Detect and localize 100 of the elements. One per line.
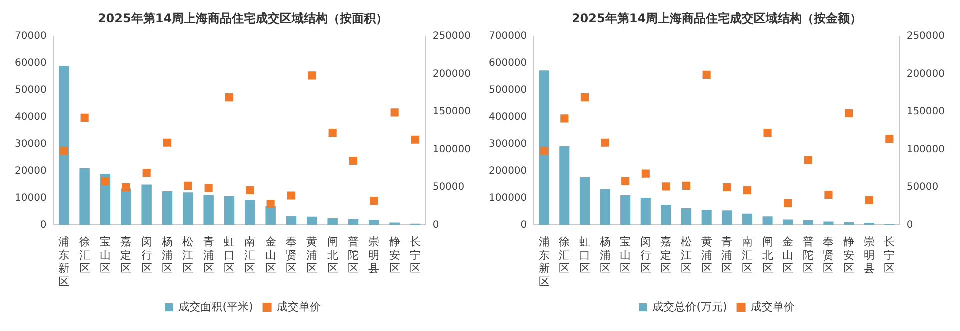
bar <box>328 218 338 226</box>
point <box>225 94 234 102</box>
bar <box>369 220 380 226</box>
x-tick-label: 长宁区 <box>884 236 896 276</box>
point <box>184 182 192 190</box>
y-tick-label: 0 <box>40 220 47 231</box>
x-tick-label: 浦东新区 <box>58 236 70 288</box>
x-tick-label: 闵行区 <box>141 236 152 276</box>
point <box>328 129 337 138</box>
x-tick-label: 崇明县 <box>864 236 875 276</box>
bar <box>266 206 276 226</box>
x-tick-label: 静安区 <box>389 236 400 276</box>
y2-tick-label: 150000 <box>432 106 472 118</box>
point <box>204 184 213 192</box>
bar <box>80 168 90 226</box>
x-tick-label: 虹口区 <box>224 236 235 276</box>
x-tick-label: 崇明县 <box>368 236 380 276</box>
point <box>560 114 569 123</box>
y-tick-label: 300000 <box>488 138 528 150</box>
y-tick-label: 40000 <box>15 112 47 123</box>
y-tick-label: 50000 <box>15 84 47 96</box>
point <box>60 147 68 156</box>
point <box>122 183 130 192</box>
y2-tick-label: 50000 <box>906 182 939 194</box>
bar <box>742 214 752 226</box>
x-tick-label: 奉贤区 <box>823 236 834 276</box>
point <box>246 186 254 194</box>
bar <box>762 216 773 226</box>
bar <box>183 192 194 226</box>
x-tick-label: 普陀区 <box>802 236 814 276</box>
x-tick-label: 徐汇区 <box>79 236 90 276</box>
y2-tick-label: 50000 <box>432 182 465 194</box>
bar <box>59 66 70 226</box>
point <box>642 170 650 178</box>
y-tick-label: 400000 <box>488 112 528 123</box>
x-tick-label: 黄浦区 <box>306 236 318 276</box>
point <box>287 192 296 200</box>
x-tick-label: 徐汇区 <box>559 236 570 276</box>
x-tick-label: 南汇区 <box>742 236 753 276</box>
x-tick-label: 闵行区 <box>640 236 652 276</box>
x-tick-label: 宝山区 <box>620 236 632 276</box>
y2-tick-label: 150000 <box>906 106 946 118</box>
bar <box>682 208 692 226</box>
bar <box>204 195 214 226</box>
x-tick-label: 金山区 <box>265 236 276 276</box>
bar <box>286 216 297 226</box>
point <box>349 156 358 166</box>
bar <box>783 220 794 226</box>
point <box>580 94 589 102</box>
y-tick-label: 70000 <box>15 30 47 42</box>
y2-tick-label: 100000 <box>906 144 946 156</box>
bar <box>162 191 173 226</box>
y-tick-label: 20000 <box>15 166 47 177</box>
point <box>266 200 275 208</box>
chart-title: 2025年第14周上海商品住宅成交区域结构（按金额） <box>572 11 862 26</box>
legend-label: 成交面积(平米) <box>178 300 254 314</box>
y2-tick-label: 200000 <box>432 68 472 80</box>
legend-label: 成交总价(万元) <box>652 300 728 314</box>
bar <box>560 146 570 226</box>
y-tick-label: 30000 <box>15 138 47 150</box>
bar <box>722 210 732 226</box>
point <box>163 138 172 147</box>
y2-tick-label: 0 <box>432 220 440 231</box>
point <box>390 108 399 117</box>
bar <box>580 177 590 226</box>
point <box>411 136 420 144</box>
x-tick-label: 嘉定区 <box>660 236 672 276</box>
chart-title: 2025年第14周上海商品住宅成交区域结构（按面积） <box>98 11 388 26</box>
bar <box>824 222 834 226</box>
x-tick-label: 宝山区 <box>100 236 111 276</box>
x-tick-label: 闸北区 <box>327 236 338 276</box>
point <box>682 182 691 190</box>
bar <box>539 70 550 226</box>
y2-tick-label: 0 <box>906 220 914 231</box>
bar <box>142 184 152 226</box>
x-tick-label: 奉贤区 <box>286 236 297 276</box>
bar <box>348 219 359 226</box>
x-tick-label: 静安区 <box>844 236 855 276</box>
y-tick-label: 700000 <box>488 30 528 42</box>
point <box>804 156 812 164</box>
x-tick-label: 青浦区 <box>722 236 733 276</box>
x-tick-label: 松江区 <box>182 236 194 276</box>
x-tick-label: 杨浦区 <box>598 236 611 276</box>
bar <box>620 196 631 226</box>
y-tick-label: 100000 <box>488 192 528 204</box>
y2-tick-label: 100000 <box>432 144 472 156</box>
point <box>80 114 89 122</box>
point <box>662 182 670 191</box>
bar <box>661 204 672 226</box>
point <box>764 129 772 138</box>
bar <box>600 189 610 226</box>
y2-tick-label: 250000 <box>906 30 946 42</box>
point <box>784 199 792 208</box>
point <box>723 183 732 192</box>
bar <box>803 220 814 226</box>
point <box>743 186 752 194</box>
bar <box>224 196 235 226</box>
point <box>142 169 151 178</box>
bar <box>307 216 318 226</box>
y-tick-label: 500000 <box>488 84 528 96</box>
